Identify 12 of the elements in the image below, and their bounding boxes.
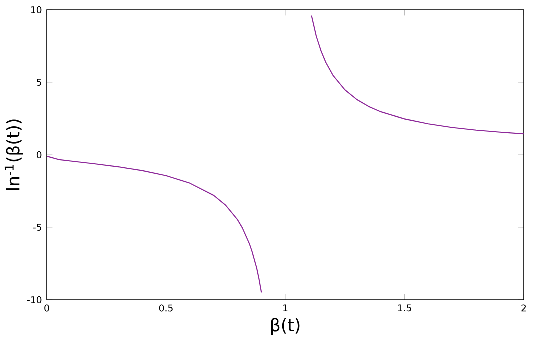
y-tick-label: 0 [36, 151, 42, 159]
y-tick-label: -10 [28, 296, 42, 304]
y-axis-title: ln$^{-1}$(β(t)) [4, 120, 24, 190]
x-axis-title: β(t) [271, 318, 300, 336]
y-tick-label: 5 [37, 79, 42, 86]
x-tick-label: 1 [284, 304, 288, 312]
y-tick-label: 10 [31, 6, 42, 14]
x-tick-label: 0 [44, 304, 50, 312]
y-tick-label: -5 [33, 224, 42, 231]
x-tick-label: 0.5 [159, 304, 173, 312]
x-tick-label: 2 [522, 304, 526, 312]
x-tick-label: 1.5 [398, 304, 412, 312]
